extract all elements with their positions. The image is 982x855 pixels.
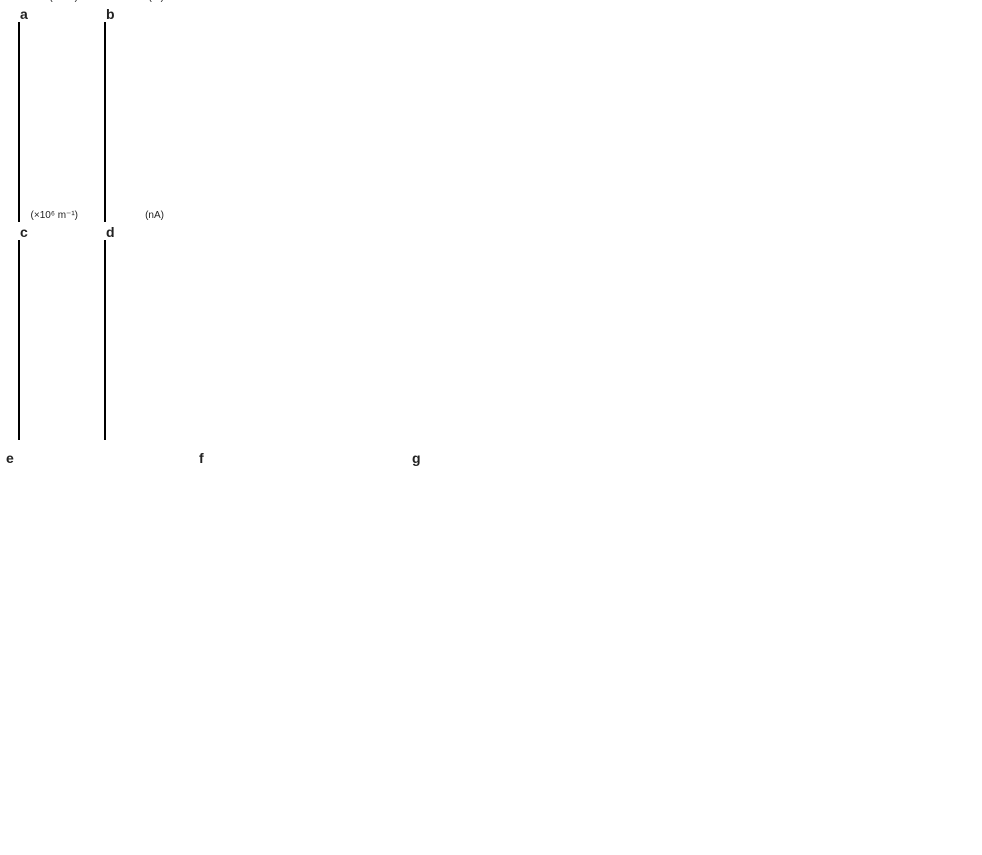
- panel-label-e: e: [6, 450, 14, 466]
- heatmap-strip-b: [104, 22, 106, 222]
- colorbar-ticks-d: [122, 240, 164, 440]
- colorbar-unit-b: (%): [148, 0, 164, 3]
- colorbar-unit-d: (nA): [145, 210, 164, 221]
- colorbar-ticks-a: [36, 22, 78, 222]
- row-ab: a (cm⁻¹) b (%): [4, 8, 978, 222]
- colorbar-canvas-b: [110, 22, 122, 222]
- panel-label-a: a: [20, 6, 28, 22]
- panel-a: a (cm⁻¹): [18, 8, 78, 222]
- colorbar-unit-c: (×10⁶ m⁻¹): [31, 210, 78, 221]
- colorbar-a: (cm⁻¹): [24, 22, 78, 222]
- panel-b: b (%): [104, 8, 164, 222]
- colorbar-ticks-b: [122, 22, 164, 222]
- panel-label-c: c: [20, 224, 28, 240]
- colorbar-c: (×10⁶ m⁻¹): [24, 240, 78, 440]
- colorbar-ticks-c: [36, 240, 78, 440]
- panel-d: d (nA): [104, 226, 164, 440]
- panel-g: g: [410, 452, 970, 687]
- colorbar-unit-a: (cm⁻¹): [49, 0, 78, 3]
- heatmap-strip-c: [18, 240, 20, 440]
- colorbar-canvas-c: [24, 240, 36, 440]
- row-cd: c (×10⁶ m⁻¹) d (nA): [4, 226, 978, 440]
- panel-label-g: g: [412, 450, 421, 466]
- panel-c: c (×10⁶ m⁻¹): [18, 226, 78, 440]
- panel-e: e: [4, 452, 189, 687]
- heatmap-strip-d: [104, 240, 106, 440]
- chart-f: [197, 452, 402, 687]
- colorbar-b: (%): [110, 22, 164, 222]
- panel-label-f: f: [199, 450, 204, 466]
- figure-root: a (cm⁻¹) b (%): [4, 8, 978, 687]
- panel-label-d: d: [106, 224, 115, 240]
- row-efg: e f g: [4, 452, 978, 687]
- colorbar-canvas-a: [24, 22, 36, 222]
- panel-label-b: b: [106, 6, 115, 22]
- colorbar-canvas-d: [110, 240, 122, 440]
- chart-e: [4, 452, 189, 687]
- colorbar-d: (nA): [110, 240, 164, 440]
- panel-f: f: [197, 452, 402, 687]
- heatmap-strip-a: [18, 22, 20, 222]
- chart-g: [410, 452, 970, 687]
